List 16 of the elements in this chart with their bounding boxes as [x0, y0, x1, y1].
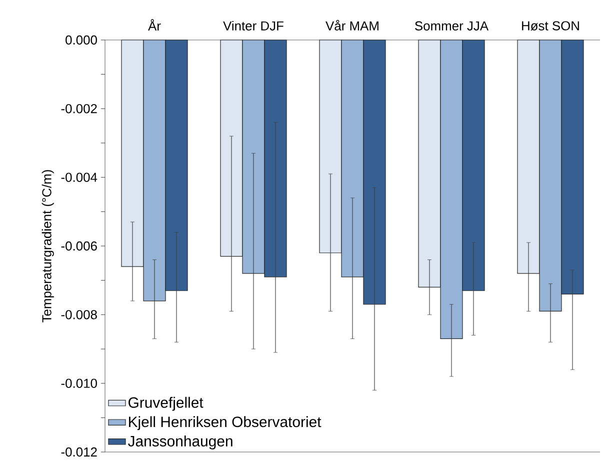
y-tick-label: -0.006: [61, 241, 97, 251]
y-tick-label: -0.008: [61, 310, 97, 320]
y-tick-label: -0.004: [61, 172, 98, 182]
y-axis-title: Temperaturgradient (°C/m): [42, 170, 54, 322]
x-tick-label: Vår MAM: [326, 20, 378, 30]
y-tick-label: -0.010: [61, 378, 97, 388]
y-tick-label: 0.000: [66, 35, 97, 45]
y-tick-label: -0.012: [61, 447, 97, 457]
y-tick-label: -0.002: [61, 104, 97, 114]
legend-label: Kjell Henriksen Observatoriet: [129, 416, 322, 430]
x-tick-label: Høst SON: [522, 21, 579, 30]
x-tick-label: År: [148, 19, 161, 30]
legend-label: Gruvefjellet: [128, 396, 204, 411]
x-tick-label: Sommer JJA: [415, 21, 489, 30]
legend-label: Janssonhaugen: [128, 435, 232, 450]
x-tick-label: Vinter DJF: [223, 20, 284, 30]
